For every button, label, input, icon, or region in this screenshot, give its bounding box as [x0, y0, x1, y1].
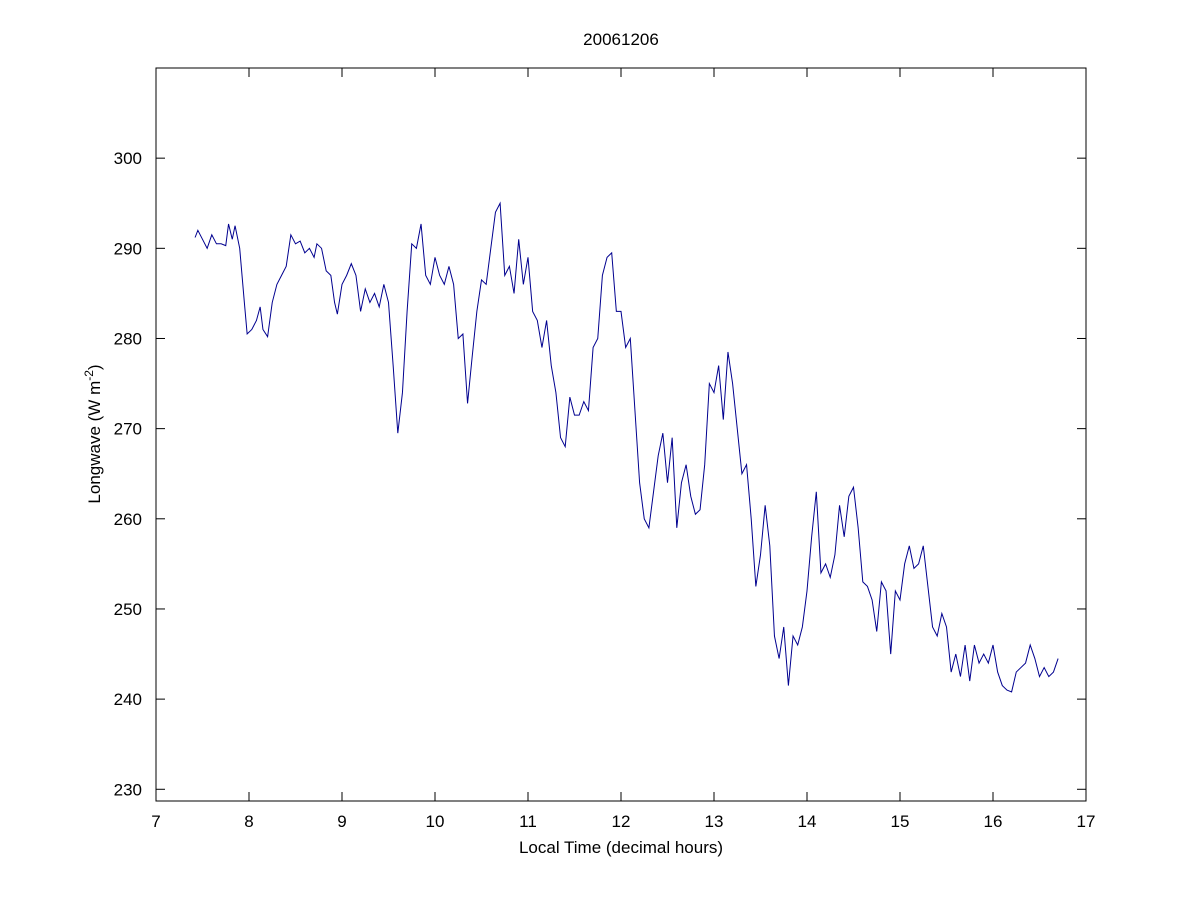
x-tick-label: 12	[612, 812, 631, 831]
y-tick-label: 290	[114, 239, 142, 258]
y-tick-label: 260	[114, 510, 142, 529]
y-axis-label-exponent: -2	[82, 370, 96, 381]
y-axis-label: Longwave (W m-2)	[82, 364, 104, 503]
x-tick-label: 10	[426, 812, 445, 831]
x-tick-label: 7	[151, 812, 160, 831]
y-tick-label: 250	[114, 600, 142, 619]
x-tick-label: 8	[244, 812, 253, 831]
y-tick-label: 230	[114, 780, 142, 799]
x-tick-label: 11	[519, 812, 537, 831]
y-tick-label: 270	[114, 420, 142, 439]
x-tick-label: 14	[798, 812, 817, 831]
x-tick-label: 13	[705, 812, 724, 831]
y-tick-label: 280	[114, 329, 142, 348]
data-line	[194, 201, 1059, 693]
x-tick-label: 16	[984, 812, 1003, 831]
x-tick-label: 9	[337, 812, 346, 831]
chart-title: 20061206	[583, 30, 659, 49]
x-tick-label: 17	[1077, 812, 1096, 831]
y-axis-label-main: Longwave (W m	[85, 381, 104, 504]
y-tick-label: 240	[114, 690, 142, 709]
x-axis-label: Local Time (decimal hours)	[519, 838, 723, 857]
y-axis-label-end: )	[85, 364, 104, 370]
y-tick-label: 300	[114, 149, 142, 168]
x-tick-label: 15	[891, 812, 910, 831]
